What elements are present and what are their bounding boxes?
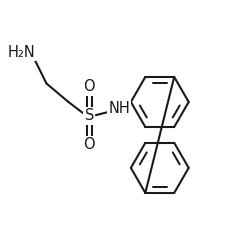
Text: H₂N: H₂N (7, 45, 35, 60)
Text: O: O (84, 137, 95, 152)
Text: NH: NH (108, 101, 130, 116)
Text: S: S (84, 108, 94, 123)
Text: O: O (84, 79, 95, 95)
